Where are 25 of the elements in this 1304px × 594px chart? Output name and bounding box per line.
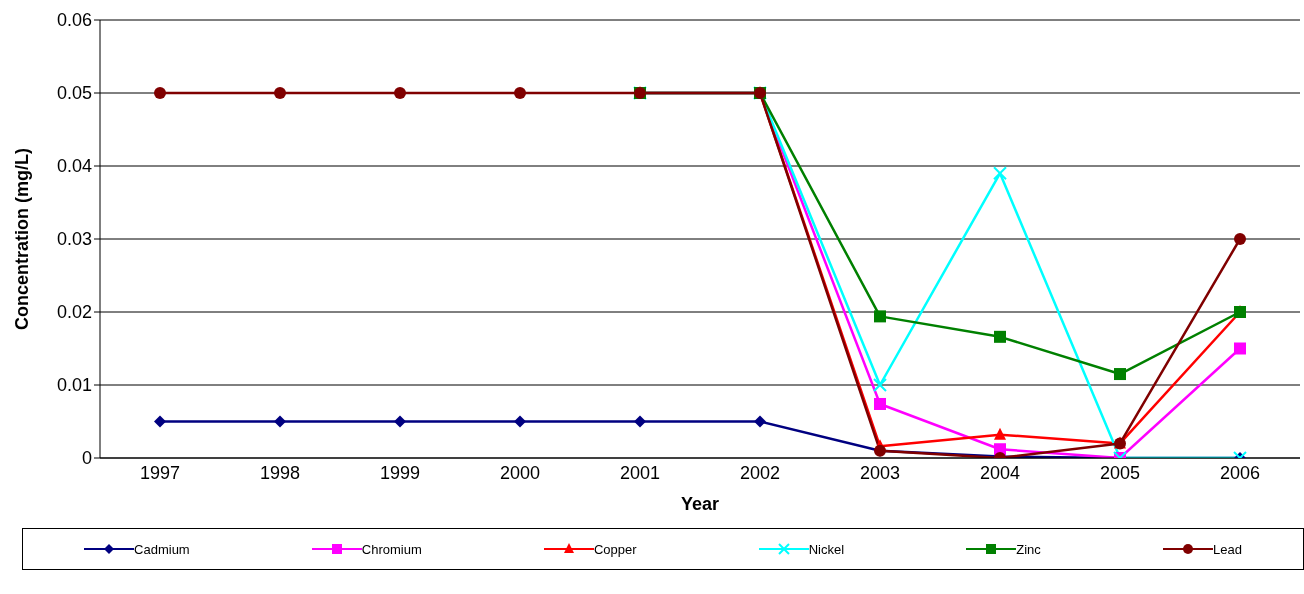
y-axis-title: Concentration (mg/L) (12, 148, 33, 330)
x-tick-label: 2004 (979, 462, 1021, 483)
x-tick-label: 2006 (1219, 462, 1261, 483)
y-tick-label: 0.01 (56, 375, 92, 396)
x-tick-label: 1999 (379, 462, 421, 483)
x-tick-label: 2002 (739, 462, 781, 483)
y-tick-label: 0.04 (56, 156, 92, 177)
x-tick-label: 2000 (499, 462, 541, 483)
x-tick-label: 2005 (1099, 462, 1141, 483)
x-axis-title: Year (680, 494, 720, 514)
legend-label: Copper (593, 541, 637, 557)
legend-label: Cadmium (134, 541, 190, 557)
y-tick-label: 0.06 (56, 10, 92, 31)
legend-label: Nickel (808, 541, 845, 557)
legend-label: Lead (1212, 541, 1242, 557)
x-tick-label: 2003 (859, 462, 901, 483)
legend-label: Chromium (361, 541, 422, 557)
y-tick-label: 0.03 (56, 229, 92, 250)
x-tick-label: 2001 (619, 462, 661, 483)
x-tick-label: 1998 (259, 462, 301, 483)
x-tick-label: 1997 (139, 462, 181, 483)
y-tick-label: 0.02 (56, 302, 92, 323)
legend-label: Zinc (1016, 541, 1041, 557)
y-tick-label: 0.05 (56, 83, 92, 104)
y-tick-label: 0 (81, 448, 92, 469)
